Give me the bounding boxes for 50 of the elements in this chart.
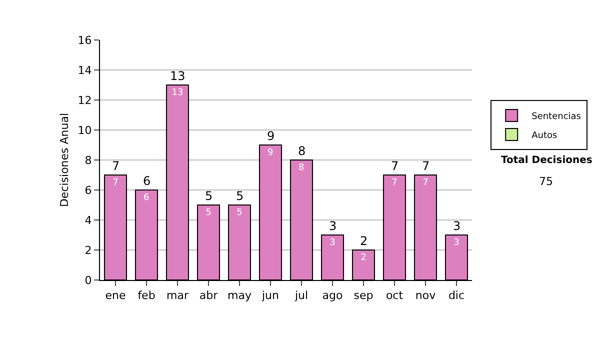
total-label: 6 bbox=[143, 174, 151, 188]
x-tick-label: abr bbox=[199, 289, 218, 302]
data-label: 3 bbox=[454, 238, 460, 248]
total-label: 2 bbox=[360, 234, 368, 248]
data-label: 5 bbox=[206, 208, 212, 218]
x-tick-label: mar bbox=[166, 289, 189, 302]
x-tick-label: jun bbox=[261, 289, 280, 302]
total-label: 7 bbox=[112, 159, 120, 173]
total-label: 7 bbox=[391, 159, 399, 173]
x-tick-label: dic bbox=[448, 289, 465, 302]
y-tick-label: 4 bbox=[84, 214, 92, 227]
y-tick-label: 14 bbox=[78, 64, 92, 77]
data-label: 2 bbox=[360, 253, 366, 263]
y-tick-label: 12 bbox=[78, 94, 92, 107]
x-tick-label: may bbox=[228, 289, 252, 302]
data-label: 5 bbox=[236, 208, 242, 218]
data-label: 3 bbox=[330, 238, 336, 248]
total-label: 9 bbox=[267, 129, 275, 143]
x-tick-label: feb bbox=[138, 289, 156, 302]
y-tick-label: 16 bbox=[78, 34, 92, 47]
x-tick-label: nov bbox=[415, 289, 436, 302]
data-label: 8 bbox=[298, 163, 304, 173]
data-label: 6 bbox=[144, 193, 150, 203]
data-label: 7 bbox=[112, 178, 118, 188]
text: 75 bbox=[539, 175, 553, 188]
y-tick-label: 8 bbox=[84, 154, 92, 167]
total-label: 13 bbox=[170, 69, 186, 83]
y-axis-title: Decisiones Anual bbox=[58, 112, 71, 208]
total-label: 7 bbox=[422, 159, 430, 173]
x-tick-label: ago bbox=[322, 289, 343, 302]
x-tick-label: oct bbox=[386, 289, 404, 302]
data-label: 9 bbox=[268, 148, 274, 158]
data-label: 13 bbox=[172, 88, 184, 98]
legend-label: Autos bbox=[532, 131, 558, 142]
legend-label: Sentencias bbox=[532, 112, 582, 122]
total-label: 5 bbox=[236, 189, 244, 203]
total-label: 5 bbox=[205, 189, 213, 203]
x-tick-label: sep bbox=[354, 289, 374, 302]
total-label: 8 bbox=[298, 144, 306, 158]
y-tick-label: 6 bbox=[84, 184, 92, 197]
data-label: 7 bbox=[392, 178, 398, 188]
data-label: 7 bbox=[422, 178, 428, 188]
total-label: 3 bbox=[329, 219, 337, 233]
x-tick-label: ene bbox=[105, 289, 126, 302]
y-tick-label: 10 bbox=[78, 124, 92, 137]
y-tick-label: 2 bbox=[84, 244, 92, 257]
text: Total Decisiones bbox=[501, 155, 592, 166]
total-label: 3 bbox=[453, 219, 461, 233]
y-tick-label: 0 bbox=[84, 274, 92, 287]
x-tick-label: jul bbox=[294, 289, 308, 302]
